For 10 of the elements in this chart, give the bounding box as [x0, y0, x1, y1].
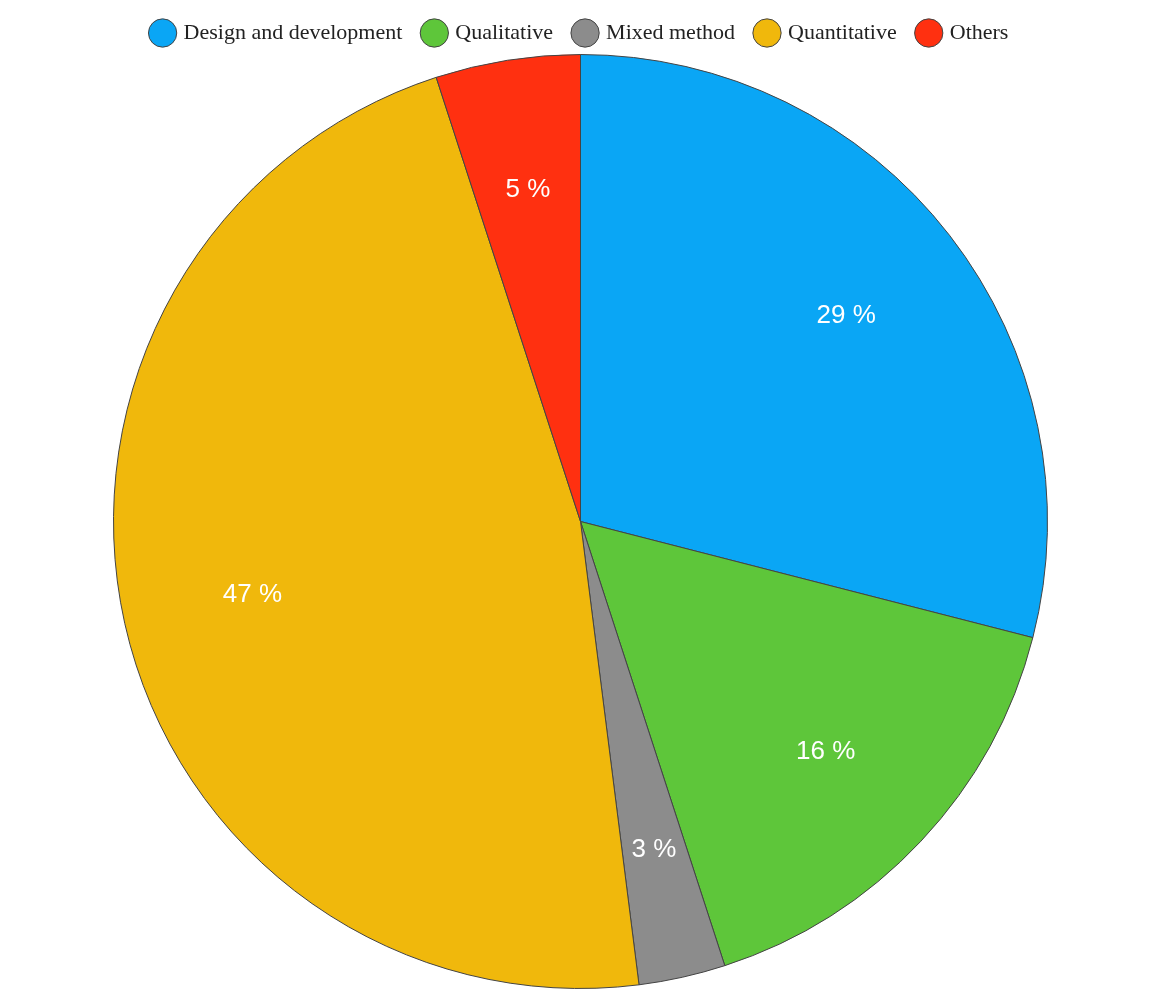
- data-label: 29 %: [816, 298, 876, 329]
- data-label: 5 %: [505, 172, 551, 203]
- legend-label: Mixed method: [606, 18, 736, 44]
- data-label: 16 %: [795, 734, 856, 765]
- legend-label: Design and development: [183, 18, 403, 44]
- legend-label: Quantitative: [788, 18, 897, 44]
- legend-label: Others: [949, 18, 1009, 44]
- legend-label: Qualitative: [455, 18, 554, 44]
- data-label: 3 %: [631, 832, 677, 863]
- data-label: 47 %: [222, 578, 282, 609]
